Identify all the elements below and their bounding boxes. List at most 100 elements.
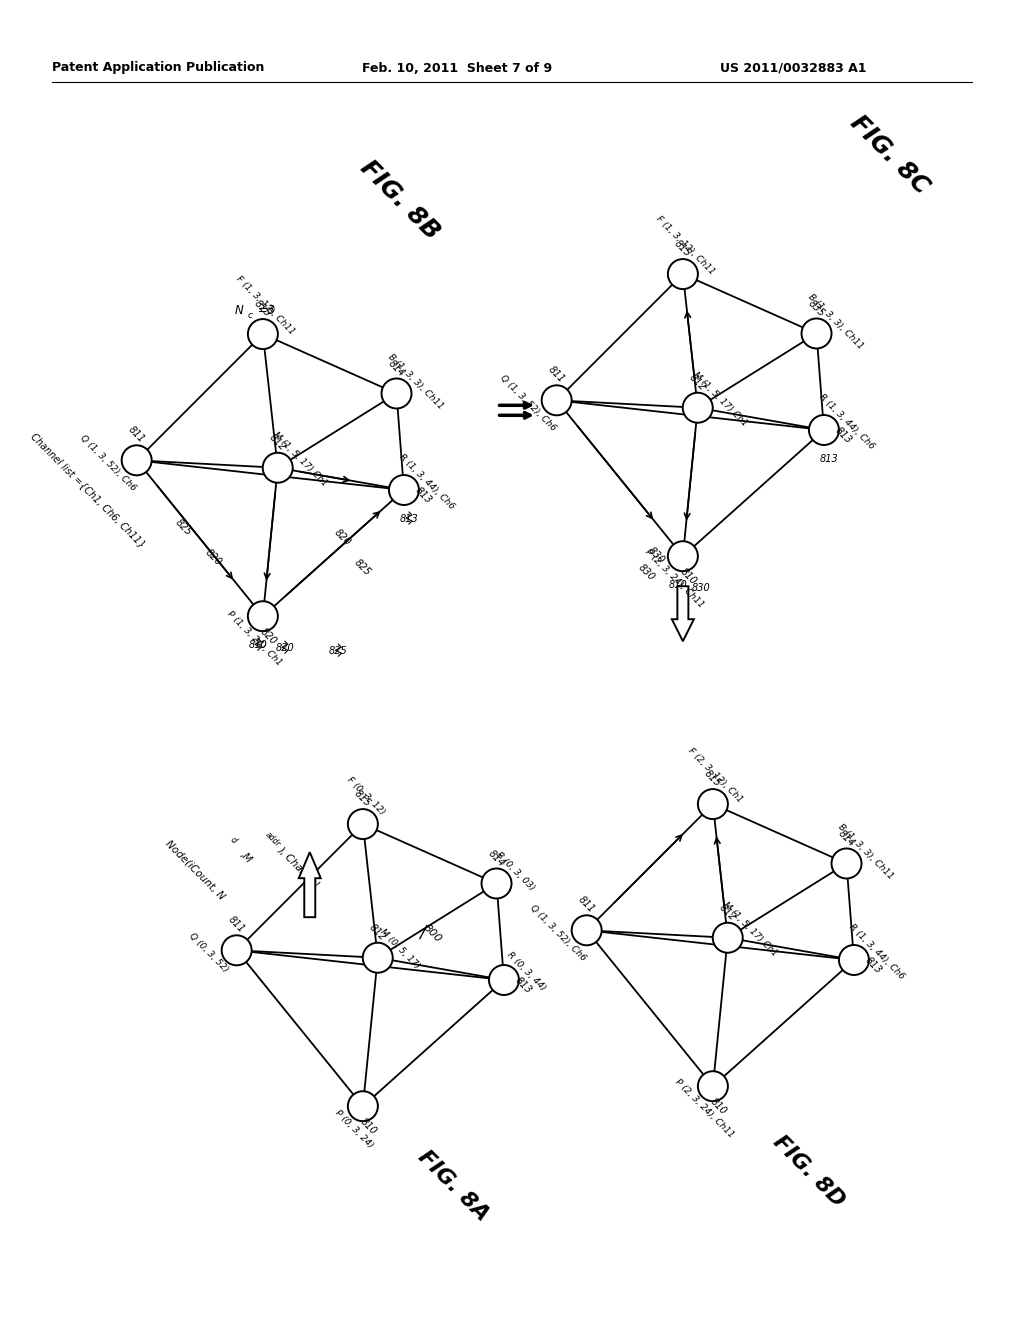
Text: 820: 820: [275, 643, 294, 653]
Text: 811: 811: [577, 895, 597, 915]
Circle shape: [122, 445, 152, 475]
Circle shape: [348, 1092, 378, 1121]
Text: B (1, 3, 3), Ch11: B (1, 3, 3), Ch11: [806, 292, 865, 351]
Text: 810: 810: [358, 1115, 379, 1137]
Text: 815: 815: [673, 239, 693, 259]
Circle shape: [263, 453, 293, 483]
Text: Feb. 10, 2011  Sheet 7 of 9: Feb. 10, 2011 Sheet 7 of 9: [362, 62, 552, 74]
Circle shape: [348, 809, 378, 840]
Circle shape: [248, 601, 278, 631]
Text: F (1, 3, 12), Ch11: F (1, 3, 12), Ch11: [654, 215, 717, 277]
Text: P (1, 3, 24), Ch1: P (1, 3, 24), Ch1: [225, 610, 284, 668]
Text: Channel list ={Ch1, Ch6, Ch11}: Channel list ={Ch1, Ch6, Ch11}: [29, 430, 147, 549]
Circle shape: [488, 965, 519, 995]
Polygon shape: [299, 853, 321, 917]
Text: 810: 810: [249, 640, 267, 651]
Text: 813: 813: [819, 454, 839, 465]
Circle shape: [831, 849, 861, 879]
Text: FIG. 8C: FIG. 8C: [846, 111, 934, 199]
Polygon shape: [672, 586, 694, 642]
Text: 814: 814: [837, 828, 857, 849]
Circle shape: [382, 379, 412, 408]
Text: 812: 812: [267, 432, 288, 453]
Text: c: c: [248, 310, 253, 319]
Text: 812: 812: [718, 902, 738, 923]
Circle shape: [221, 936, 252, 965]
Text: 811: 811: [547, 364, 567, 385]
Circle shape: [839, 945, 869, 975]
Text: P (2, 3, 24), Ch11: P (2, 3, 24), Ch11: [673, 1077, 735, 1140]
Circle shape: [809, 414, 839, 445]
Text: M (1, 5, 17) Ch1: M (1, 5, 17) Ch1: [722, 900, 779, 958]
Text: 811: 811: [127, 425, 146, 445]
Text: addr: addr: [263, 830, 283, 849]
Text: R (1, 3, 44), Ch6: R (1, 3, 44), Ch6: [397, 453, 456, 511]
Text: F (2, 3, 12), Ch1: F (2, 3, 12), Ch1: [687, 747, 744, 805]
Text: B (0, 3, 03): B (0, 3, 03): [495, 850, 537, 892]
Circle shape: [698, 1072, 728, 1101]
Text: 820: 820: [332, 528, 352, 548]
Text: 813: 813: [399, 513, 419, 524]
Circle shape: [542, 385, 571, 416]
Text: 810: 810: [669, 581, 687, 590]
Text: 835: 835: [806, 298, 826, 318]
Text: 810: 810: [709, 1096, 729, 1117]
Text: 830: 830: [637, 562, 656, 583]
Text: 813: 813: [514, 975, 534, 995]
Text: F (0, 3, 12): F (0, 3, 12): [345, 775, 386, 817]
Text: M (1, 5, 17) Ch1: M (1, 5, 17) Ch1: [271, 430, 330, 488]
Text: R (1, 3, 44), Ch6: R (1, 3, 44), Ch6: [847, 923, 906, 981]
Text: 812: 812: [368, 923, 388, 942]
Text: Q (1, 3, 52), Ch6: Q (1, 3, 52), Ch6: [528, 903, 588, 962]
Text: Q (1, 3, 52), Ch6: Q (1, 3, 52), Ch6: [79, 433, 138, 492]
Text: 825: 825: [173, 517, 194, 539]
Text: M (0, 5, 17): M (0, 5, 17): [379, 928, 422, 970]
Text: 813: 813: [863, 956, 884, 975]
Text: 813: 813: [834, 425, 854, 446]
Text: 814: 814: [486, 847, 507, 869]
Circle shape: [698, 789, 728, 820]
Text: 800: 800: [421, 923, 443, 945]
Text: 812: 812: [687, 372, 708, 392]
Circle shape: [668, 259, 698, 289]
Text: 830: 830: [691, 583, 711, 593]
Text: 815: 815: [702, 768, 723, 789]
Text: Q (0, 3, 52): Q (0, 3, 52): [187, 932, 229, 974]
Circle shape: [362, 942, 393, 973]
Text: 810: 810: [678, 566, 698, 586]
Text: Patent Application Publication: Patent Application Publication: [52, 62, 264, 74]
Text: FIG. 8D: FIG. 8D: [769, 1131, 848, 1210]
Text: F (1, 3, 12), Ch11: F (1, 3, 12), Ch11: [234, 275, 297, 337]
Text: US 2011/0032883 A1: US 2011/0032883 A1: [720, 62, 866, 74]
Text: =3: =3: [254, 304, 275, 317]
Text: 814: 814: [386, 358, 407, 379]
Circle shape: [802, 318, 831, 348]
Text: FIG. 8A: FIG. 8A: [415, 1147, 493, 1225]
Text: 820: 820: [258, 626, 279, 647]
Text: N: N: [234, 304, 244, 317]
Text: B (1, 3, 3), Ch11: B (1, 3, 3), Ch11: [837, 822, 895, 880]
Circle shape: [571, 915, 602, 945]
Text: d: d: [228, 836, 239, 845]
Circle shape: [713, 923, 742, 953]
Circle shape: [389, 475, 419, 506]
Text: P (0, 3, 24): P (0, 3, 24): [334, 1107, 375, 1150]
Circle shape: [668, 541, 698, 572]
Text: Node(iCount, N: Node(iCount, N: [164, 838, 226, 902]
Text: M (1, 5, 17) Ch1: M (1, 5, 17) Ch1: [691, 371, 750, 428]
Text: 815: 815: [352, 788, 373, 809]
Text: B (1, 3, 3), Ch11: B (1, 3, 3), Ch11: [386, 352, 445, 411]
Text: R (1, 3, 44), Ch6: R (1, 3, 44), Ch6: [817, 392, 876, 451]
Text: 825: 825: [352, 557, 373, 578]
Text: FIG. 8B: FIG. 8B: [355, 156, 444, 244]
Text: 815: 815: [253, 298, 273, 319]
Text: Q (1, 3, 52), Ch6: Q (1, 3, 52), Ch6: [499, 374, 558, 433]
Text: ,M: ,M: [239, 849, 254, 865]
Text: P (2, 3, 24), Ch11: P (2, 3, 24), Ch11: [643, 548, 706, 610]
Text: R (0, 3, 44): R (0, 3, 44): [506, 950, 548, 993]
Circle shape: [248, 319, 278, 348]
Text: 820: 820: [204, 548, 223, 568]
Text: 825: 825: [329, 647, 348, 656]
Circle shape: [481, 869, 512, 899]
Text: ), Channel: ), Channel: [276, 845, 322, 890]
